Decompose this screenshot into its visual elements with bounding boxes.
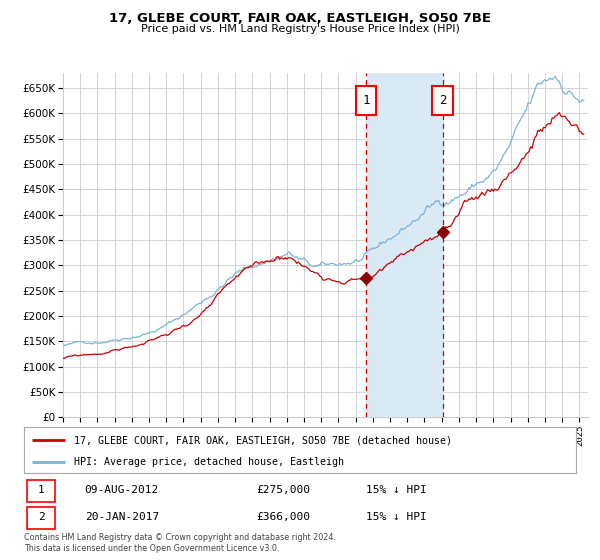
Text: 2: 2: [38, 512, 44, 522]
Text: 17, GLEBE COURT, FAIR OAK, EASTLEIGH, SO50 7BE (detached house): 17, GLEBE COURT, FAIR OAK, EASTLEIGH, SO…: [74, 435, 452, 445]
Text: 17, GLEBE COURT, FAIR OAK, EASTLEIGH, SO50 7BE: 17, GLEBE COURT, FAIR OAK, EASTLEIGH, SO…: [109, 12, 491, 25]
Text: HPI: Average price, detached house, Eastleigh: HPI: Average price, detached house, East…: [74, 457, 344, 466]
Text: Price paid vs. HM Land Registry's House Price Index (HPI): Price paid vs. HM Land Registry's House …: [140, 24, 460, 34]
Text: 15% ↓ HPI: 15% ↓ HPI: [366, 486, 427, 496]
Text: 20-JAN-2017: 20-JAN-2017: [85, 512, 159, 522]
Text: £366,000: £366,000: [256, 512, 310, 522]
Text: £275,000: £275,000: [256, 486, 310, 496]
Text: 15% ↓ HPI: 15% ↓ HPI: [366, 512, 427, 522]
FancyBboxPatch shape: [27, 507, 55, 529]
Text: 1: 1: [362, 94, 370, 107]
Text: 1: 1: [38, 486, 44, 496]
Bar: [366, 73, 443, 417]
Text: 09-AUG-2012: 09-AUG-2012: [85, 486, 159, 496]
FancyBboxPatch shape: [27, 480, 55, 502]
Text: Contains HM Land Registry data © Crown copyright and database right 2024.
This d: Contains HM Land Registry data © Crown c…: [24, 533, 336, 553]
Text: 2: 2: [439, 94, 446, 107]
